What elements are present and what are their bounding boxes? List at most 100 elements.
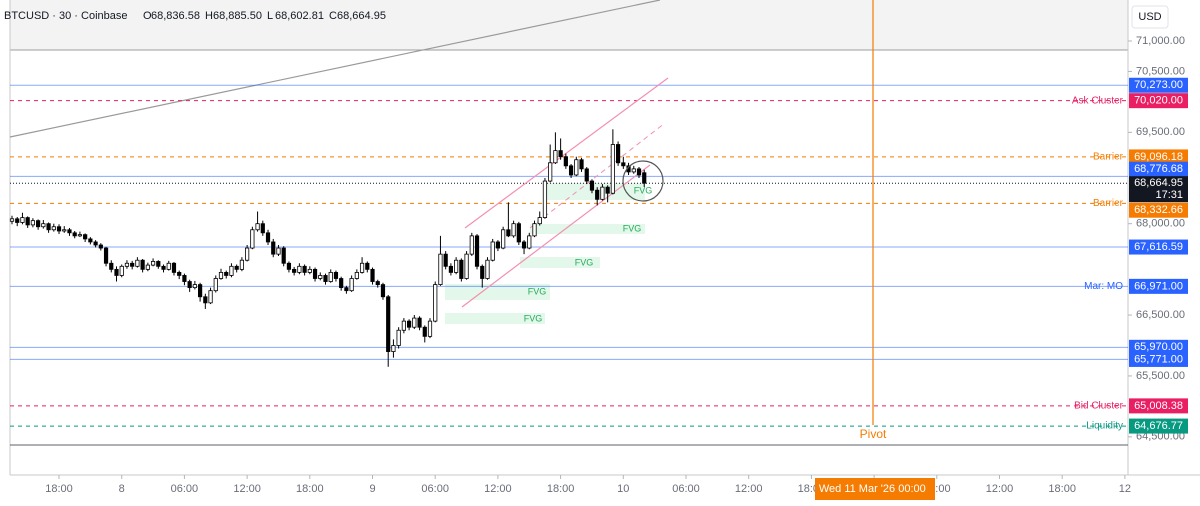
x-tick-label: 18:00 xyxy=(547,483,575,495)
candle-body xyxy=(88,238,93,243)
candle-body xyxy=(192,284,197,289)
candle-body xyxy=(62,229,67,232)
candle-body xyxy=(396,329,401,346)
ohlc-value: 68,602.81 xyxy=(275,10,324,22)
fvg-box xyxy=(545,183,645,200)
candle-body xyxy=(271,241,276,255)
candle-body xyxy=(302,265,307,273)
candle-body xyxy=(553,150,558,164)
candle-body xyxy=(339,278,344,289)
channel-mid xyxy=(529,122,666,229)
candle-body xyxy=(20,217,25,223)
y-tick-label: 69,500.00 xyxy=(1136,126,1185,138)
candle-body xyxy=(563,156,568,167)
fvg-box xyxy=(445,313,545,324)
candle-body xyxy=(83,234,88,240)
candle-body xyxy=(30,220,36,226)
candle-body xyxy=(521,241,527,249)
level-note: Barrier xyxy=(1093,198,1124,209)
candle-body xyxy=(245,247,250,261)
candle-body xyxy=(98,244,103,249)
axes: 71,000.00 70,500.00 69,500.00 68,000.00 66,5… xyxy=(45,35,1185,495)
y-tick-label: 70,500.00 xyxy=(1136,65,1185,77)
candle-body xyxy=(255,223,260,231)
candle-body xyxy=(265,232,271,243)
candle-body xyxy=(542,180,548,218)
candle-body xyxy=(25,217,30,226)
crosshair-time: 00:00 xyxy=(898,483,926,495)
candle-body xyxy=(56,226,62,232)
fvg-box xyxy=(445,284,550,300)
candle-body xyxy=(448,265,454,273)
candle-body xyxy=(187,281,192,289)
candle-body xyxy=(506,229,511,237)
ohlc-key: C xyxy=(329,10,337,22)
x-tick-label: 18:00 xyxy=(45,483,73,495)
candle-body xyxy=(548,162,553,182)
candle-body xyxy=(501,229,506,249)
candle-body xyxy=(281,247,286,264)
candle-body xyxy=(197,284,203,298)
candle-body xyxy=(469,235,474,255)
candle-body xyxy=(234,265,239,270)
currency-button[interactable] xyxy=(1131,5,1169,29)
y-tick-label: 71,000.00 xyxy=(1136,35,1185,47)
candles xyxy=(9,129,647,367)
candle-body xyxy=(443,253,448,267)
level-label-box xyxy=(1129,398,1188,414)
level-label-box xyxy=(1129,239,1188,255)
level-label: 68,776.68 xyxy=(1134,163,1183,175)
x-tick-label: 12:00 xyxy=(735,483,763,495)
candle-body xyxy=(36,220,41,228)
candle-body xyxy=(203,296,208,304)
ohlc-value: 68,885.50 xyxy=(213,10,262,22)
level-label: 70,273.00 xyxy=(1134,79,1183,91)
candle-body xyxy=(292,268,297,273)
candle-body xyxy=(375,281,380,285)
candle-body xyxy=(67,229,72,234)
symbol: BTCUSD · 30 · Coinbase xyxy=(4,10,128,22)
candle-body xyxy=(213,278,218,292)
candle-body xyxy=(276,247,281,255)
candle-body xyxy=(354,272,359,279)
candle-body xyxy=(527,235,532,249)
pivot-label: Pivot xyxy=(860,427,887,441)
level-label-box xyxy=(1129,161,1188,177)
candle-body xyxy=(218,272,224,279)
crosshair-date: Wed 11 Mar '26 xyxy=(819,483,895,495)
candle-body xyxy=(537,217,542,225)
candle-body xyxy=(260,223,265,234)
fvg-label: FVG xyxy=(528,286,547,296)
currency[interactable]: USD xyxy=(1138,11,1161,23)
candle-body xyxy=(297,265,302,273)
last-price-box xyxy=(1129,176,1188,203)
candle-body xyxy=(103,247,109,264)
level-label: 65,771.00 xyxy=(1134,353,1183,365)
channel-upper xyxy=(464,77,669,229)
candle-body xyxy=(616,144,621,164)
level-label-box xyxy=(1129,202,1188,218)
candle-body xyxy=(516,223,521,243)
x-tick-label: 12:00 xyxy=(233,483,261,495)
level-label: 65,008.38 xyxy=(1134,400,1183,412)
ohlc-key: H xyxy=(205,10,213,22)
candle-body xyxy=(161,265,166,270)
candle-body xyxy=(380,284,386,298)
level-label: 69,096.18 xyxy=(1134,151,1183,163)
candle-body xyxy=(307,268,312,273)
x-tick-label: 12:00 xyxy=(484,483,512,495)
level-label: 64,676.77 xyxy=(1134,420,1183,432)
fvg-box xyxy=(520,257,600,268)
candle-body xyxy=(224,272,229,276)
candle-body xyxy=(568,165,574,176)
candle-body xyxy=(344,287,349,292)
candle-body xyxy=(474,235,480,267)
candle-body xyxy=(182,275,187,282)
level-note: Bid Cluster xyxy=(1074,401,1124,412)
ohlc-legend: O 68,836.58 H 68,885.50 L 68,602.81 C 68,664.95 xyxy=(143,10,386,22)
fvg-zones xyxy=(445,183,645,324)
crosshair-label xyxy=(815,478,935,500)
candle-body xyxy=(412,317,417,328)
